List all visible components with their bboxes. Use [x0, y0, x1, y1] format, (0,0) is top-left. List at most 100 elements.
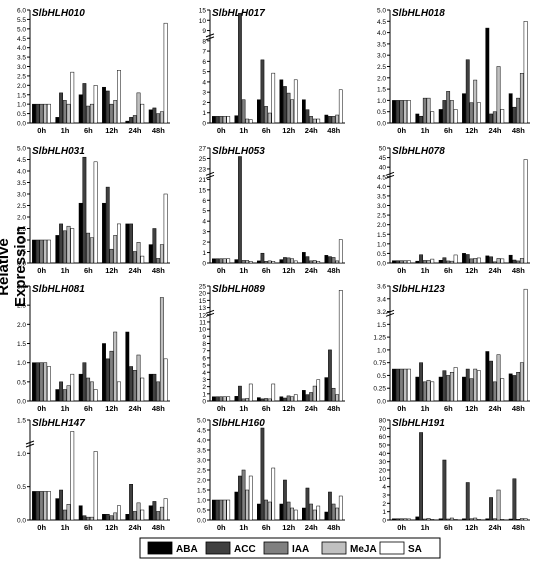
axis-break	[385, 309, 395, 314]
axis-break	[385, 174, 395, 179]
bar	[324, 377, 329, 402]
bar	[290, 396, 294, 402]
axis-break	[205, 312, 215, 317]
bar	[453, 367, 458, 402]
y-tick-label: 4.0	[17, 45, 26, 52]
bar	[264, 106, 268, 124]
legend-label: IAA	[292, 544, 309, 555]
bar	[489, 360, 493, 402]
panel-title: SlbHLH053	[212, 146, 265, 157]
bar	[508, 518, 513, 521]
bar	[47, 103, 51, 124]
bar	[226, 396, 231, 402]
bar	[449, 517, 454, 521]
bar	[473, 258, 478, 264]
y-tick-label: 25	[199, 156, 207, 163]
bar	[47, 366, 51, 402]
y-tick-label: 2.0	[377, 75, 386, 82]
bar	[392, 260, 396, 264]
y-tick-label: 0.5	[17, 111, 26, 118]
x-tick-label: 12h	[282, 266, 295, 275]
x-tick-label: 1h	[239, 126, 248, 135]
bar	[245, 398, 250, 402]
x-tick-label: 24h	[129, 523, 142, 532]
bar	[312, 509, 317, 521]
bar	[496, 258, 501, 264]
y-tick-label: 5.0	[17, 146, 26, 153]
bar	[446, 91, 451, 124]
y-tick-label: 15	[199, 8, 207, 15]
y-tick-label: 3.0	[17, 64, 26, 71]
y-tick-label: 1.5	[17, 418, 26, 425]
bar	[407, 518, 411, 521]
y-tick-label: 3	[202, 229, 206, 236]
bar	[78, 202, 83, 264]
bar	[267, 398, 272, 402]
y-tick-label: 3.0	[17, 192, 26, 199]
legend-label: SA	[408, 544, 422, 555]
bar	[430, 111, 435, 124]
bar	[305, 394, 310, 402]
bar	[290, 258, 294, 264]
bar	[260, 252, 265, 264]
bar	[419, 432, 423, 521]
x-tick-label: 6h	[262, 266, 271, 275]
legend-label: ABA	[176, 544, 198, 555]
x-tick-label: 24h	[305, 404, 318, 413]
bar	[519, 518, 524, 521]
bar	[159, 244, 164, 264]
y-tick-label: 3.0	[17, 284, 26, 291]
y-tick-label: 3.5	[17, 180, 26, 187]
legend-swatch	[205, 541, 231, 555]
bar	[279, 396, 284, 402]
bar	[473, 79, 478, 124]
bar	[156, 381, 161, 402]
y-tick-label: 2.0	[377, 222, 386, 229]
bar	[93, 389, 98, 402]
bar	[245, 118, 250, 124]
bar	[39, 239, 44, 264]
bar	[163, 358, 168, 402]
legend-swatch	[263, 541, 289, 555]
bar	[286, 501, 291, 521]
bar	[117, 223, 121, 264]
y-tick-label: 60	[379, 434, 387, 441]
bar	[125, 331, 130, 402]
y-tick-label: 0.0	[377, 399, 386, 406]
bar	[312, 385, 317, 402]
y-tick-label: 2.5	[17, 203, 26, 210]
x-tick-label: 6h	[84, 523, 93, 532]
bar	[512, 375, 517, 402]
x-tick-label: 48h	[152, 126, 165, 135]
legend-label: MeJA	[350, 544, 377, 555]
bar	[226, 258, 231, 264]
panel-title: SlbHLH191	[392, 418, 445, 429]
bar	[219, 499, 223, 521]
bar	[392, 100, 396, 124]
bar	[136, 354, 141, 402]
y-tick-label: 1.5	[377, 322, 386, 329]
y-tick-label: 1.0	[17, 102, 26, 109]
bar	[62, 509, 67, 521]
y-tick-label: 4	[202, 219, 206, 226]
x-tick-label: 1h	[61, 266, 70, 275]
bar	[283, 397, 287, 402]
bar	[219, 258, 223, 264]
y-tick-label: 1	[202, 391, 206, 398]
axis-break	[385, 312, 395, 317]
bar	[312, 118, 317, 124]
bar	[309, 503, 313, 521]
bar	[469, 518, 474, 521]
x-tick-label: 0h	[37, 404, 46, 413]
bar	[446, 375, 451, 402]
y-tick-label: 3.0	[377, 53, 386, 60]
y-tick-label: 1.5	[377, 87, 386, 94]
y-tick-label: 2.5	[17, 73, 26, 80]
y-tick-label: 5.5	[17, 17, 26, 24]
bar	[462, 253, 466, 264]
x-tick-label: 12h	[282, 126, 295, 135]
y-tick-label: 5	[202, 363, 206, 370]
y-tick-label: 4	[382, 484, 386, 491]
x-tick-label: 0h	[397, 266, 406, 275]
